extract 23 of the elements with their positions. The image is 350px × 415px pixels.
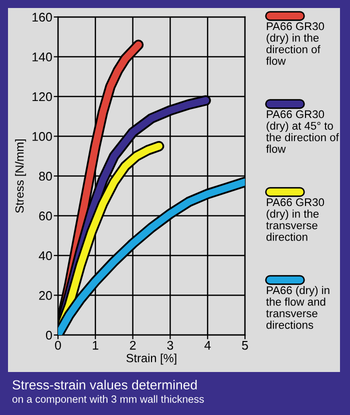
legend-label: PA66 (dry) in the flow and transverse directions <box>266 286 330 329</box>
y-tick-label: 0 <box>46 330 52 340</box>
y-tick-label: 20 <box>39 291 52 300</box>
x-tick-label: 5 <box>242 341 248 350</box>
y-tick-label: 140 <box>32 52 52 62</box>
y-axis-title: Stress [N/mm] <box>15 139 26 213</box>
x-tick-label: 1 <box>92 341 98 350</box>
y-tick-label: 120 <box>32 92 52 102</box>
legend-label: PA66 GR30 (dry) at 45° to the direction of flow <box>266 110 339 153</box>
y-tick-label: 40 <box>38 251 52 260</box>
text: on a component with 3 mm wall thickness <box>12 395 204 405</box>
y-tick-label: 80 <box>39 172 52 181</box>
y-tick-label: 60 <box>39 212 52 220</box>
x-tick-label: 4 <box>204 341 211 350</box>
y-tick-label: 100 <box>32 132 52 141</box>
x-tick-label: 0 <box>55 340 61 350</box>
text: Stress-strain values determined <box>12 380 197 390</box>
x-axis-title: Strain [%] <box>126 354 176 365</box>
legend-label: PA66 GR30 (dry) in the transverse direction <box>266 198 324 241</box>
y-tick-label: 160 <box>32 12 52 22</box>
legend-label: PA66 GR30 (dry) in the direction of flow <box>266 22 324 65</box>
x-tick-label: 2 <box>130 340 136 350</box>
x-tick-label: 3 <box>167 340 174 350</box>
